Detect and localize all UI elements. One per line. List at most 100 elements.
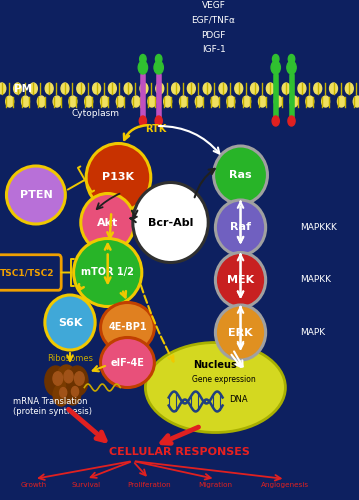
Text: P13K: P13K xyxy=(102,172,135,182)
Circle shape xyxy=(45,366,66,396)
Circle shape xyxy=(266,83,274,94)
Circle shape xyxy=(172,83,180,94)
Text: mTOR 1/2: mTOR 1/2 xyxy=(81,268,134,278)
Circle shape xyxy=(251,83,258,94)
Circle shape xyxy=(288,116,295,126)
Circle shape xyxy=(290,96,298,107)
Text: MAPKKK: MAPKKK xyxy=(300,223,337,232)
Circle shape xyxy=(187,83,195,94)
Circle shape xyxy=(140,83,148,94)
Ellipse shape xyxy=(74,238,142,306)
Circle shape xyxy=(71,386,79,396)
Circle shape xyxy=(282,83,290,94)
Circle shape xyxy=(85,96,93,107)
Circle shape xyxy=(22,96,29,107)
Circle shape xyxy=(101,96,108,107)
Ellipse shape xyxy=(215,305,266,360)
Circle shape xyxy=(0,83,6,94)
Text: MAPKK: MAPKK xyxy=(300,276,331,284)
Circle shape xyxy=(180,96,187,107)
Text: VEGF: VEGF xyxy=(202,0,225,10)
Circle shape xyxy=(288,54,295,64)
Circle shape xyxy=(6,96,14,107)
Text: Growth: Growth xyxy=(21,482,47,488)
Text: PDGF: PDGF xyxy=(201,30,226,40)
Text: Cytoplasm: Cytoplasm xyxy=(72,109,120,118)
Text: PM: PM xyxy=(14,84,32,94)
Ellipse shape xyxy=(145,342,285,432)
Circle shape xyxy=(258,96,266,107)
Circle shape xyxy=(66,366,88,396)
Circle shape xyxy=(203,83,211,94)
Text: IGF-1: IGF-1 xyxy=(202,46,225,54)
Circle shape xyxy=(337,96,345,107)
Circle shape xyxy=(53,372,62,385)
Text: mRNA Translation
(protein synthesis): mRNA Translation (protein synthesis) xyxy=(13,396,92,416)
Ellipse shape xyxy=(45,295,95,350)
Text: Akt: Akt xyxy=(97,218,118,228)
Text: S6K: S6K xyxy=(58,318,82,328)
Text: Proliferation: Proliferation xyxy=(127,482,171,488)
Text: Gene expression: Gene expression xyxy=(192,374,256,384)
Text: Survival: Survival xyxy=(71,482,101,488)
Circle shape xyxy=(287,61,296,74)
Circle shape xyxy=(138,61,148,74)
Circle shape xyxy=(140,54,146,64)
Circle shape xyxy=(60,388,67,398)
Ellipse shape xyxy=(101,302,154,352)
Ellipse shape xyxy=(214,146,267,204)
Ellipse shape xyxy=(215,252,266,308)
Text: Migration: Migration xyxy=(199,482,232,488)
Circle shape xyxy=(156,83,164,94)
Circle shape xyxy=(155,54,162,64)
Text: ERK: ERK xyxy=(228,328,253,338)
Circle shape xyxy=(132,96,140,107)
Circle shape xyxy=(314,83,322,94)
Circle shape xyxy=(14,83,22,94)
Ellipse shape xyxy=(215,200,266,255)
Circle shape xyxy=(124,83,132,94)
Circle shape xyxy=(155,116,162,126)
Text: DNA: DNA xyxy=(229,396,248,404)
Circle shape xyxy=(61,83,69,94)
Circle shape xyxy=(148,96,156,107)
Circle shape xyxy=(154,61,163,74)
Circle shape xyxy=(139,116,146,126)
Circle shape xyxy=(330,83,337,94)
Circle shape xyxy=(298,83,306,94)
Circle shape xyxy=(69,96,77,107)
Circle shape xyxy=(322,96,330,107)
Circle shape xyxy=(272,54,279,64)
Text: Ras: Ras xyxy=(229,170,252,180)
Circle shape xyxy=(195,96,203,107)
Ellipse shape xyxy=(6,166,65,224)
Circle shape xyxy=(75,372,84,385)
Circle shape xyxy=(93,83,101,94)
Circle shape xyxy=(235,83,243,94)
Text: MEK: MEK xyxy=(227,275,254,285)
Circle shape xyxy=(108,83,116,94)
Text: Ribosomes: Ribosomes xyxy=(47,354,93,363)
Circle shape xyxy=(45,83,53,94)
Circle shape xyxy=(274,96,282,107)
Text: EGF/TNFα: EGF/TNFα xyxy=(192,16,236,24)
Circle shape xyxy=(227,96,235,107)
Circle shape xyxy=(272,116,279,126)
Circle shape xyxy=(345,83,353,94)
Text: CELLULAR RESPONSES: CELLULAR RESPONSES xyxy=(109,447,250,457)
Circle shape xyxy=(353,96,359,107)
Circle shape xyxy=(53,384,69,406)
Circle shape xyxy=(64,370,73,383)
Circle shape xyxy=(37,96,45,107)
Text: PTEN: PTEN xyxy=(19,190,52,200)
Ellipse shape xyxy=(101,338,154,388)
Text: RTK: RTK xyxy=(145,124,167,134)
Ellipse shape xyxy=(81,194,135,252)
Text: Angiogenesis: Angiogenesis xyxy=(261,482,309,488)
Text: Nucleus: Nucleus xyxy=(194,360,237,370)
Circle shape xyxy=(306,96,314,107)
Circle shape xyxy=(219,83,227,94)
Text: eIF-4E: eIF-4E xyxy=(111,358,144,368)
Circle shape xyxy=(211,96,219,107)
Circle shape xyxy=(164,96,172,107)
